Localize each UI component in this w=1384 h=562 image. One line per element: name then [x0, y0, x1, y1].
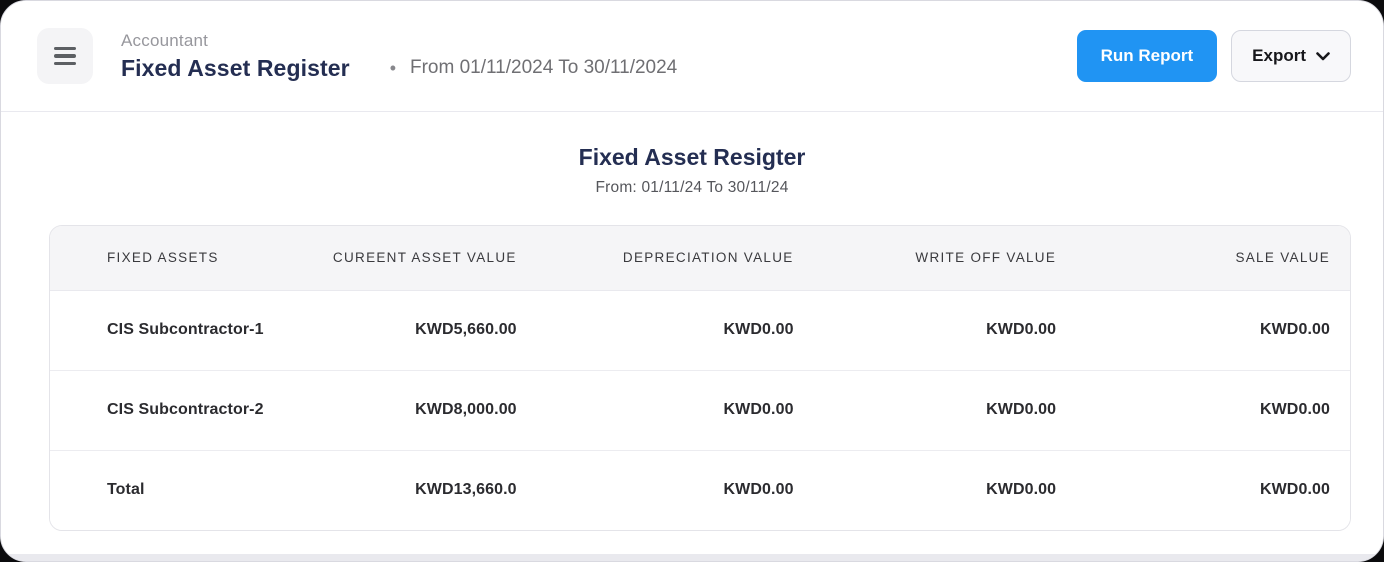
header-title-block: Accountant Fixed Asset Register • From 0… — [121, 31, 677, 82]
current-asset-value-cell: KWD8,000.00 — [281, 369, 517, 450]
asset-name-cell: CIS Subcontractor-1 — [107, 321, 264, 338]
table-row: CIS Subcontractor-2 KWD8,000.00 KWD0.00 … — [50, 369, 1350, 450]
write-off-value-cell: KWD0.00 — [986, 321, 1057, 338]
column-header-sale-value: SALE VALUE — [1056, 226, 1350, 291]
total-write-off-value-cell: KWD0.00 — [793, 449, 1057, 530]
dot-separator: • — [389, 57, 396, 78]
report-title: Fixed Asset Resigter — [578, 144, 806, 170]
total-current-asset-value-cell: KWD13,660.0 — [281, 449, 517, 530]
current-asset-value-cell: KWD5,660.00 — [415, 321, 517, 338]
column-header-depreciation-value: DEPRECIATION VALUE — [516, 226, 794, 291]
hamburger-menu-button[interactable] — [37, 28, 93, 84]
sale-value-cell: KWD0.00 — [1056, 369, 1350, 450]
chevron-down-icon — [1316, 51, 1330, 60]
table-row: CIS Subcontractor-1 KWD5,660.00 KWD0.00 … — [50, 290, 1350, 370]
page-bottom-strip — [1, 554, 1383, 561]
export-button[interactable]: Export — [1231, 30, 1351, 82]
total-sale-value-cell: KWD0.00 — [1056, 449, 1350, 530]
top-header: Accountant Fixed Asset Register • From 0… — [1, 1, 1383, 112]
fixed-asset-table: FIXED ASSETS CUREENT ASSET VALUE DEPRECI… — [50, 226, 1350, 530]
hamburger-icon — [54, 46, 76, 66]
column-header-write-off-value: WRITE OFF VALUE — [793, 226, 1057, 291]
depreciation-value-cell: KWD0.00 — [723, 321, 794, 338]
section-label: Accountant — [121, 30, 209, 50]
column-header-fixed-assets: FIXED ASSETS — [50, 226, 282, 291]
total-label-cell: Total — [50, 449, 282, 530]
report-content: Fixed Asset Resigter From: 01/11/24 To 3… — [1, 112, 1383, 561]
write-off-value-cell: KWD0.00 — [793, 369, 1057, 450]
run-report-button[interactable]: Run Report — [1076, 30, 1218, 82]
header-date-range: From 01/11/2024 To 30/11/2024 — [410, 57, 678, 78]
table-header-row: FIXED ASSETS CUREENT ASSET VALUE DEPRECI… — [50, 226, 1350, 291]
column-header-current-asset-value: CUREENT ASSET VALUE — [281, 226, 517, 291]
total-depreciation-value-cell: KWD0.00 — [516, 449, 794, 530]
asset-name-cell: CIS Subcontractor-2 — [50, 369, 282, 450]
report-subtitle: From: 01/11/24 To 30/11/24 — [595, 179, 789, 196]
export-button-label: Export — [1252, 46, 1306, 65]
depreciation-value-cell: KWD0.00 — [516, 369, 794, 450]
sale-value-cell: KWD0.00 — [1259, 321, 1330, 338]
table-total-row: Total KWD13,660.0 KWD0.00 KWD0.00 KWD0.0… — [50, 449, 1350, 530]
page-title: Fixed Asset Register — [121, 54, 350, 81]
report-table-card: FIXED ASSETS CUREENT ASSET VALUE DEPRECI… — [49, 225, 1351, 531]
